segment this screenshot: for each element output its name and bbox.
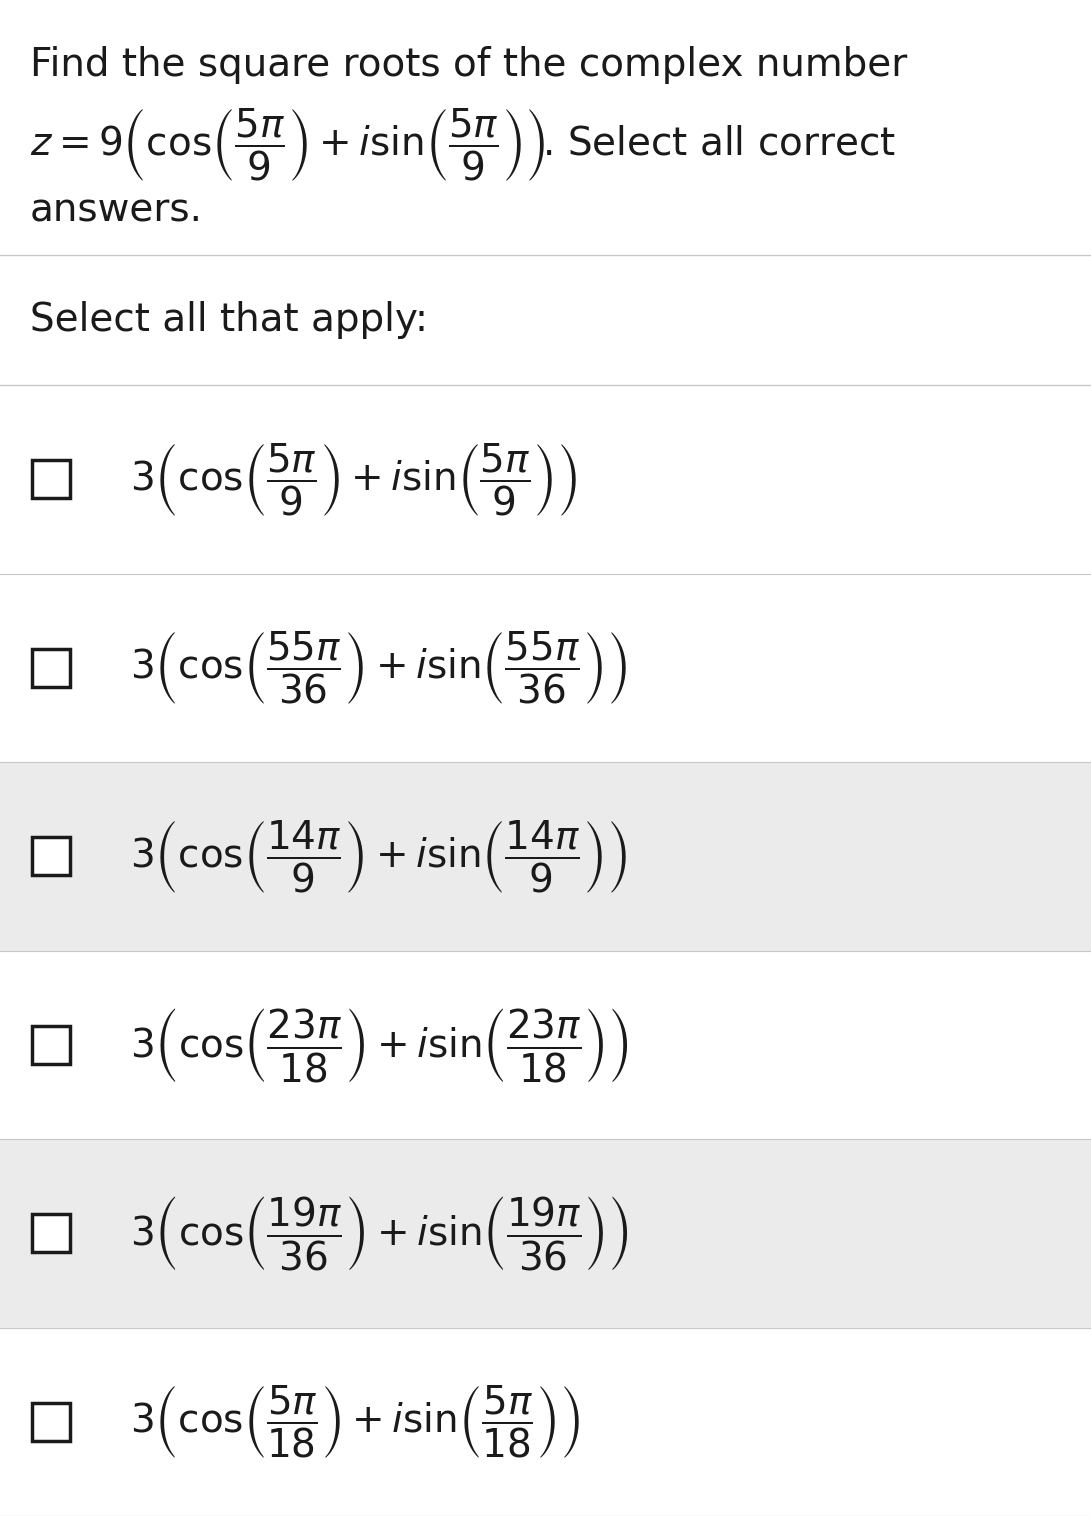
Bar [0, 1328, 1091, 1516]
Text: Select all that apply:: Select all that apply: [29, 302, 428, 340]
Text: $3 \left(\cos\!\left(\dfrac{55\pi}{36}\right) + i\sin\!\left(\dfrac{55\pi}{36}\r: $3 \left(\cos\!\left(\dfrac{55\pi}{36}\r… [130, 629, 627, 706]
Text: $3 \left(\cos\!\left(\dfrac{14\pi}{9}\right) + i\sin\!\left(\dfrac{14\pi}{9}\rig: $3 \left(\cos\!\left(\dfrac{14\pi}{9}\ri… [130, 817, 627, 894]
Bar [0, 255, 1091, 385]
Bar [0, 951, 1091, 1139]
Bar [0, 763, 1091, 951]
Text: answers.: answers. [29, 191, 203, 229]
Text: $z = 9 \left(\cos\!\left(\dfrac{5\pi}{9}\right) + i\sin\!\left(\dfrac{5\pi}{9}\r: $z = 9 \left(\cos\!\left(\dfrac{5\pi}{9}… [29, 106, 896, 183]
Text: $3 \left(\cos\!\left(\dfrac{23\pi}{18}\right) + i\sin\!\left(\dfrac{23\pi}{18}\r: $3 \left(\cos\!\left(\dfrac{23\pi}{18}\r… [130, 1005, 630, 1084]
Text: Find the square roots of the complex number: Find the square roots of the complex num… [29, 45, 908, 83]
Bar [0, 1139, 1091, 1328]
Bar [32, 649, 70, 687]
Bar [32, 1402, 70, 1440]
Bar [32, 1214, 70, 1252]
Bar [32, 461, 70, 499]
Bar [0, 573, 1091, 763]
Text: $3 \left(\cos\!\left(\dfrac{19\pi}{36}\right) + i\sin\!\left(\dfrac{19\pi}{36}\r: $3 \left(\cos\!\left(\dfrac{19\pi}{36}\r… [130, 1195, 630, 1272]
Text: $3 \left(\cos\!\left(\dfrac{5\pi}{18}\right) + i\sin\!\left(\dfrac{5\pi}{18}\rig: $3 \left(\cos\!\left(\dfrac{5\pi}{18}\ri… [130, 1383, 580, 1460]
Bar [0, 385, 1091, 573]
Bar [0, 0, 1091, 255]
Bar [32, 837, 70, 875]
Bar [32, 1026, 70, 1064]
Text: $3 \left(\cos\!\left(\dfrac{5\pi}{9}\right) + i\sin\!\left(\dfrac{5\pi}{9}\right: $3 \left(\cos\!\left(\dfrac{5\pi}{9}\rig… [130, 441, 577, 517]
